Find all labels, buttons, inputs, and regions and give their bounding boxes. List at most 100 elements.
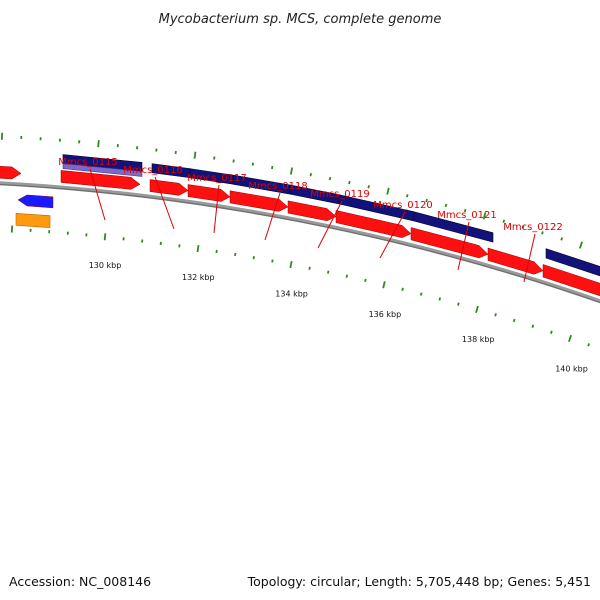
cds-feature[interactable]: [287, 200, 337, 222]
lower-tick: [382, 281, 386, 289]
lower-tick: [512, 318, 516, 323]
lower-tick: [271, 259, 274, 263]
gene-label-mmcs_0120[interactable]: Mmcs_0120: [373, 200, 433, 211]
leader-line: [264, 192, 281, 241]
upper-tick: [541, 231, 544, 235]
cds-feature[interactable]: [0, 166, 22, 180]
map-title: Mycobacterium sp. MCS, complete genome: [159, 12, 442, 27]
upper-tick: [367, 185, 370, 189]
gene-labels: Mmcs_0115Mmcs_0116Mmcs_0117Mmcs_0118Mmcs…: [58, 157, 563, 283]
upper-tick: [579, 241, 583, 249]
genome-backbone: [0, 181, 600, 304]
gene-feature[interactable]: [413, 211, 494, 243]
leader-line: [457, 221, 470, 271]
lower-tick: [234, 252, 237, 257]
upper-tick: [406, 194, 409, 198]
upper-tick: [271, 165, 274, 170]
cds-feature[interactable]: [60, 170, 141, 190]
upper-tick: [521, 225, 525, 229]
lower-tick: [122, 237, 125, 241]
tick-label-130: 130 kbp: [89, 261, 122, 270]
lower-tick: [494, 313, 497, 317]
lower-tick: [308, 266, 311, 270]
lower-tick: [457, 302, 460, 306]
lower-tick: [48, 230, 51, 234]
gene-label-mmcs_0121[interactable]: Mmcs_0121: [437, 210, 497, 221]
upper-tick: [174, 150, 177, 155]
cds-feature[interactable]: [335, 210, 412, 238]
upper-tick: [58, 138, 61, 142]
cds-feature[interactable]: [542, 264, 600, 297]
backbone-edge: [0, 183, 600, 304]
tick-label-132: 132 kbp: [182, 273, 215, 282]
tick-label-136: 136 kbp: [369, 310, 402, 319]
upper-tick: [348, 180, 351, 185]
lower-tick: [531, 324, 535, 328]
lower-tick: [10, 225, 14, 233]
cds-feature[interactable]: [487, 247, 544, 275]
leader-line: [523, 233, 536, 283]
gene-feature[interactable]: [545, 248, 600, 280]
gene-label-mmcs_0117[interactable]: Mmcs_0117: [187, 173, 247, 184]
upper-tick: [482, 212, 487, 220]
lower-tick: [587, 343, 590, 347]
upper-tick: [213, 156, 216, 160]
genome-summary: Topology: circular; Length: 5,705,448 bp…: [247, 574, 591, 589]
gene-label-mmcs_0118[interactable]: Mmcs_0118: [248, 181, 308, 192]
gene-label-mmcs_0119[interactable]: Mmcs_0119: [310, 189, 370, 200]
leader-line: [154, 176, 175, 230]
lower-tick: [215, 249, 218, 254]
upper-tick: [193, 151, 197, 159]
leader-line: [89, 168, 106, 221]
misc-feature-blue[interactable]: [17, 194, 54, 209]
accession-text: Accession: NC_008146: [9, 574, 152, 589]
cds-feature[interactable]: [187, 184, 231, 202]
upper-tick: [20, 135, 23, 140]
cds-feature[interactable]: [149, 179, 189, 196]
backbone-line: [0, 181, 600, 304]
upper-tick: [425, 198, 428, 203]
major-tick-marks: 130 kbp 132 kbp 134 kbp 136 kbp 138 kbp 140 k…: [89, 261, 588, 374]
gene-label-mmcs_0116[interactable]: Mmcs_0116: [123, 165, 183, 176]
gene-feature-light[interactable]: [62, 163, 143, 177]
upper-tick: [232, 159, 235, 163]
lower-tick: [85, 233, 88, 237]
upper-tick: [463, 208, 467, 213]
lower-tick: [141, 239, 144, 243]
upper-tick: [251, 162, 255, 166]
lower-tick: [252, 256, 255, 260]
lower-tick: [29, 228, 32, 232]
upper-tick: [0, 132, 4, 140]
lower-tick: [550, 330, 553, 334]
cds-feature[interactable]: [229, 190, 289, 212]
lower-tick: [438, 297, 442, 301]
lower-tick: [568, 334, 572, 343]
minor-tick-marks: [0, 132, 590, 347]
upper-tick: [386, 187, 390, 195]
cds-feature[interactable]: [410, 227, 489, 259]
upper-tick: [78, 140, 81, 144]
lower-tick: [327, 270, 330, 274]
upper-tick: [155, 148, 158, 152]
upper-tick: [328, 176, 332, 181]
tick-label-140: 140 kbp: [555, 365, 588, 374]
upper-tick: [502, 219, 506, 224]
upper-tick: [39, 137, 42, 141]
lower-tick: [103, 233, 107, 241]
lower-tick: [475, 305, 479, 313]
upper-tick: [444, 203, 448, 208]
upper-tick: [289, 167, 294, 175]
gene-label-mmcs_0115[interactable]: Mmcs_0115: [58, 157, 118, 168]
upper-tick: [136, 146, 139, 150]
lower-tick: [345, 274, 348, 278]
tick-label-138: 138 kbp: [462, 335, 495, 344]
tick-label-134: 134 kbp: [275, 289, 308, 298]
leader-line: [379, 211, 406, 259]
gene-label-mmcs_0122[interactable]: Mmcs_0122: [503, 222, 563, 233]
misc-feature-orange[interactable]: [15, 212, 51, 229]
leader-line: [317, 200, 343, 249]
feature-track: [0, 154, 600, 297]
upper-tick: [309, 173, 312, 177]
upper-tick: [560, 237, 564, 241]
